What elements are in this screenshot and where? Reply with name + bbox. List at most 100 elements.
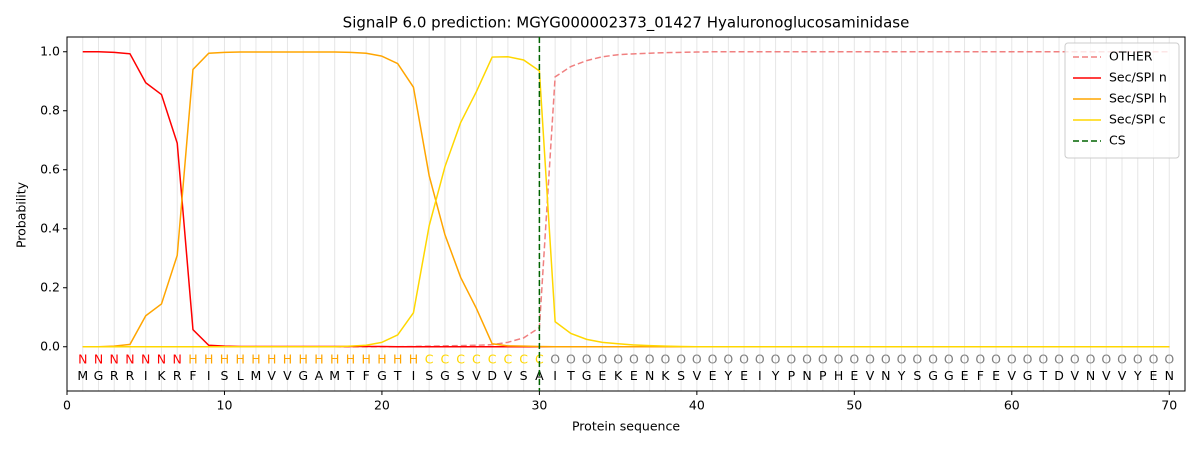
region-label: H: [283, 352, 292, 367]
y-axis-label: Probability: [14, 181, 29, 248]
x-tick-label: 10: [217, 398, 233, 413]
residue: E: [992, 368, 1000, 383]
y-tick-label: 0.0: [40, 338, 60, 353]
region-label: N: [125, 352, 134, 367]
residue: S: [677, 368, 685, 383]
residue: S: [457, 368, 465, 383]
region-label: O: [692, 352, 702, 367]
region-label: O: [613, 352, 623, 367]
region-label: O: [645, 352, 655, 367]
x-tick-label: 40: [689, 398, 705, 413]
region-label: O: [991, 352, 1001, 367]
legend-label: OTHER: [1109, 49, 1153, 64]
region-label: H: [361, 352, 370, 367]
residue: F: [363, 368, 370, 383]
region-label: O: [771, 352, 781, 367]
residue: V: [1070, 368, 1079, 383]
x-axis-label: Protein sequence: [572, 419, 680, 434]
residue: G: [377, 368, 387, 383]
region-label: C: [441, 352, 450, 367]
residue: I: [207, 368, 211, 383]
residue: V: [866, 368, 875, 383]
residue: P: [819, 368, 827, 383]
region-label: O: [897, 352, 907, 367]
residue: V: [693, 368, 702, 383]
region-label: N: [94, 352, 103, 367]
region-label: O: [1133, 352, 1143, 367]
region-label: O: [755, 352, 765, 367]
residue: P: [788, 368, 796, 383]
region-label: O: [676, 352, 686, 367]
residue: K: [661, 368, 670, 383]
residue: G: [440, 368, 450, 383]
residue: H: [834, 368, 843, 383]
region-label: H: [346, 352, 355, 367]
region-label: O: [1054, 352, 1064, 367]
y-tick-label: 0.6: [40, 161, 60, 176]
region-label: C: [519, 352, 528, 367]
region-label: N: [110, 352, 119, 367]
region-label: O: [629, 352, 639, 367]
residue: A: [315, 368, 324, 383]
residue: V: [1118, 368, 1127, 383]
region-label: H: [236, 352, 245, 367]
region-label: O: [550, 352, 560, 367]
series-line: [82, 56, 1170, 348]
region-label: O: [802, 352, 812, 367]
region-label: O: [849, 352, 859, 367]
residue: Y: [724, 368, 733, 383]
x-tick-label: 20: [374, 398, 390, 413]
region-label: C: [456, 352, 465, 367]
residue: R: [110, 368, 119, 383]
residue: V: [472, 368, 481, 383]
residue: F: [189, 368, 196, 383]
region-label: O: [1164, 352, 1174, 367]
region-label: H: [330, 352, 339, 367]
residue: Y: [1133, 368, 1142, 383]
region-label: N: [141, 352, 150, 367]
residue: E: [630, 368, 638, 383]
residue: N: [645, 368, 654, 383]
x-tick-label: 30: [531, 398, 547, 413]
series-line: [82, 51, 1170, 348]
region-label: H: [188, 352, 197, 367]
residue: L: [237, 368, 244, 383]
region-label: H: [267, 352, 276, 367]
residue: G: [944, 368, 954, 383]
region-label: O: [1117, 352, 1127, 367]
region-label: H: [220, 352, 229, 367]
residue: E: [598, 368, 606, 383]
residue: G: [928, 368, 938, 383]
region-label: O: [739, 352, 749, 367]
region-label: O: [960, 352, 970, 367]
region-label: H: [251, 352, 260, 367]
region-label: H: [298, 352, 307, 367]
region-label: O: [597, 352, 607, 367]
residue: N: [1086, 368, 1095, 383]
region-label: C: [488, 352, 497, 367]
residue: S: [220, 368, 228, 383]
residue: G: [94, 368, 104, 383]
residue: N: [1165, 368, 1174, 383]
residue: N: [802, 368, 811, 383]
region-label: H: [377, 352, 386, 367]
x-tick-label: 60: [1004, 398, 1020, 413]
region-label: C: [504, 352, 513, 367]
region-label: O: [708, 352, 718, 367]
y-tick-label: 1.0: [40, 43, 60, 58]
region-label: O: [723, 352, 733, 367]
region-label: O: [1086, 352, 1096, 367]
residue: V: [504, 368, 513, 383]
residue: S: [425, 368, 433, 383]
y-tick-label: 0.4: [40, 220, 60, 235]
region-label: O: [1023, 352, 1033, 367]
residue: M: [251, 368, 262, 383]
legend-box: [1064, 42, 1180, 159]
legend-label: Sec/SPI n: [1109, 70, 1167, 85]
legend: OTHER Sec/SPI n Sec/SPI h Sec/SPI c CS: [1064, 42, 1180, 159]
residue: G: [582, 368, 592, 383]
region-label: H: [314, 352, 323, 367]
series-line: [82, 51, 1170, 348]
residue: E: [1150, 368, 1158, 383]
